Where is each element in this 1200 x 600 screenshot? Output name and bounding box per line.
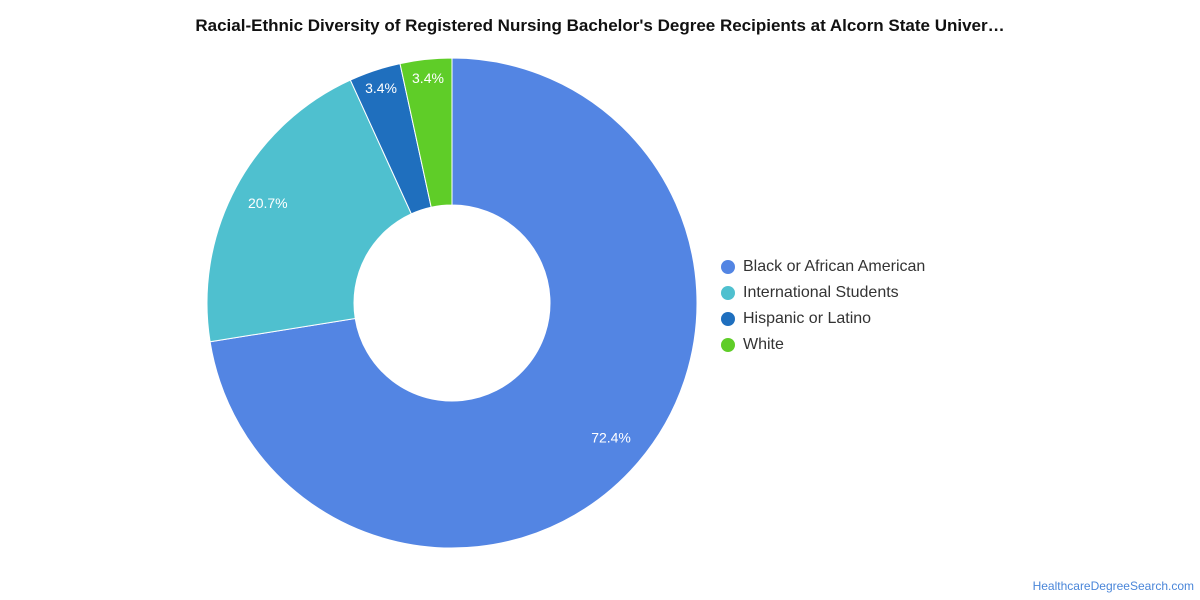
legend-swatch (721, 338, 735, 352)
chart-legend: Black or African American International … (721, 254, 925, 358)
slice-white[interactable] (399, 57, 453, 208)
legend-item-black-or-african-american[interactable]: Black or African American (721, 254, 925, 280)
legend-swatch (721, 286, 735, 300)
legend-item-international-students[interactable]: International Students (721, 280, 925, 306)
legend-item-hispanic-or-latino[interactable]: Hispanic or Latino (721, 306, 925, 332)
slice-international-students[interactable] (206, 79, 413, 343)
legend-label: Black or African American (743, 258, 926, 275)
slices-layer (206, 57, 698, 549)
slice-black-or-african-american[interactable] (209, 57, 698, 549)
source-link[interactable]: HealthcareDegreeSearch.com (1032, 579, 1194, 593)
legend-label: International Students (743, 284, 899, 301)
chart-title: Racial-Ethnic Diversity of Registered Nu… (195, 16, 1005, 35)
legend-label: White (743, 336, 784, 353)
legend-label: Hispanic or Latino (743, 310, 872, 327)
legend-item-white[interactable]: White (721, 332, 925, 358)
slice-label-white: 3.4% (412, 70, 444, 86)
slice-label-international-students: 20.7% (248, 195, 288, 211)
slice-labels-layer: 72.4% 20.7% 3.4% 3.4% (248, 70, 631, 445)
legend-swatch (721, 260, 735, 274)
slice-label-black-or-african-american: 72.4% (591, 429, 631, 445)
slice-label-hispanic-or-latino: 3.4% (365, 80, 397, 96)
legend-swatch (721, 312, 735, 326)
